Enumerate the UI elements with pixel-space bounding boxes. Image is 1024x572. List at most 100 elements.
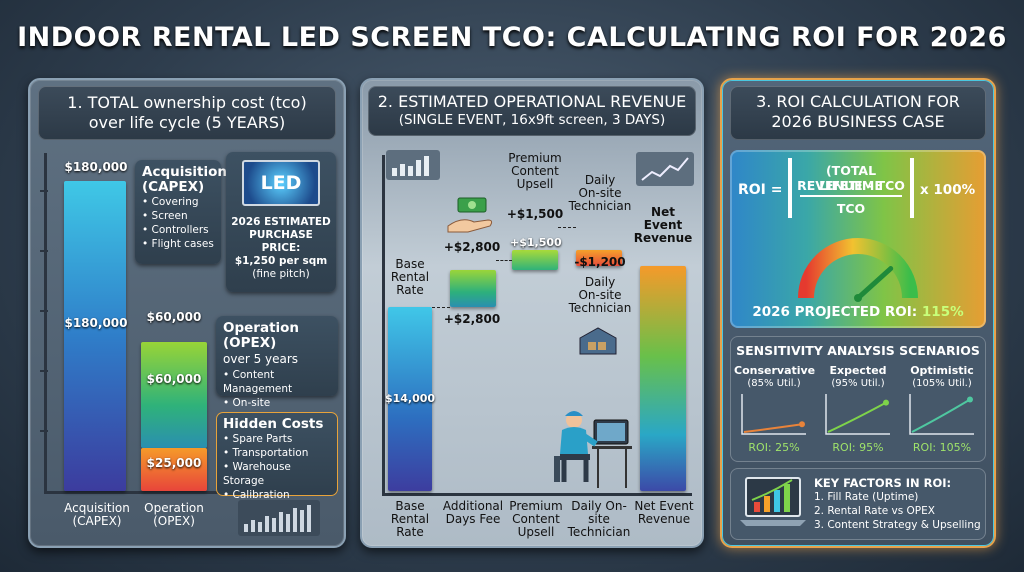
revenue-panel-header: 2. ESTIMATED OPERATIONAL REVENUE (SINGLE… <box>368 86 696 136</box>
tco-panel-header: 1. TOTAL ownership cost (tco) over life … <box>38 86 336 140</box>
scenario-name: Conservative <box>734 364 816 377</box>
tco-tick <box>40 250 48 252</box>
price-line: PURCHASE PRICE: <box>249 229 313 254</box>
hidden-item: • Warehouse Storage <box>223 461 291 487</box>
sensitivity-title: SENSITIVITY ANALYSIS SCENARIOS <box>736 343 980 358</box>
led-panel-icon: LED <box>242 160 320 206</box>
net-revenue-bar <box>640 266 686 491</box>
projected-roi-label: 2026 PROJECTED ROI: <box>752 304 918 320</box>
capex-item: • Screen <box>142 210 188 222</box>
roi-gauge <box>798 238 918 302</box>
scenario-chart-optimistic <box>909 394 974 435</box>
base-title-label: Base Rental Rate <box>390 257 430 297</box>
capex-callout-title: Acquisition (CAPEX) <box>142 164 227 195</box>
x-label-technician: Daily On-site Technician <box>567 499 631 539</box>
scenario-chart-conservative <box>741 394 806 435</box>
scenario-util: (85% Util.) <box>747 378 801 389</box>
opex-callout: Operation (OPEX) over 5 years • Content … <box>216 316 338 423</box>
price-line: (fine pitch) <box>252 268 310 280</box>
tco-tick <box>40 310 48 312</box>
price-box: LED 2026 ESTIMATED PURCHASE PRICE: $1,25… <box>226 152 336 292</box>
base-value-label: $14,000 <box>384 392 436 405</box>
scenario-roi: ROI: 95% <box>832 441 884 454</box>
formula-denominator: TCO <box>836 201 866 216</box>
capex-item: • Covering <box>142 196 199 208</box>
x-label-additional: Additional Days Fee <box>442 499 504 526</box>
x-label-net: Net Event Revenue <box>634 499 694 526</box>
additional-value-below: +$2,800 <box>443 312 501 326</box>
tco-y-axis <box>44 153 47 493</box>
opex-top-label: $60,000 <box>146 310 202 324</box>
formula-numerator-1: (TOTAL LIFETIME <box>819 163 883 193</box>
technician-bar <box>576 250 622 267</box>
scenario-roi: ROI: 105% <box>912 441 972 454</box>
hidden-bar-label: $25,000 <box>146 456 202 470</box>
key-factors-title: KEY FACTORS IN ROI: <box>814 476 952 490</box>
scenario-util: (95% Util.) <box>831 378 885 389</box>
capex-x-label: Acquisition (CAPEX) <box>64 501 130 528</box>
premium-value-inside: +$1,500 <box>510 236 562 249</box>
scenario-name: Optimistic <box>910 364 974 377</box>
additional-value-above: +$2,800 <box>443 240 501 254</box>
tco-tick <box>40 430 48 432</box>
sensitivity-card <box>730 336 986 462</box>
technician-title-label: Daily On-site Technician <box>568 173 632 213</box>
page-title: INDOOR RENTAL LED SCREEN TCO: CALCULATIN… <box>17 22 1007 53</box>
capex-item: • Flight cases <box>142 238 214 250</box>
hidden-costs-title: Hidden Costs <box>223 416 324 432</box>
tco-tick <box>40 190 48 192</box>
base-rental-bar <box>388 307 432 491</box>
key-factor-item: 1. Fill Rate (Uptime) <box>814 491 919 503</box>
connector-line <box>496 260 512 261</box>
opex-x-label: Operation (OPEX) <box>144 501 204 528</box>
price-line: $1,250 per sqm <box>234 255 328 267</box>
opex-bar-label: $60,000 <box>146 372 202 386</box>
premium-upsell-bar <box>512 250 558 271</box>
technician-title-label-2: Daily On-site Technician <box>568 275 632 315</box>
capex-bar <box>64 181 126 491</box>
x-label-premium: Premium Content Upsell <box>509 499 563 539</box>
revenue-x-axis <box>382 493 692 496</box>
revenue-y-axis <box>382 155 385 495</box>
technician-value-label: -$1,200 <box>574 255 626 269</box>
capex-callout: Acquisition (CAPEX) • Covering • Screen … <box>135 160 227 264</box>
scenario-name: Expected <box>829 364 887 377</box>
premium-value-above: +$1,500 <box>506 207 564 221</box>
tco-x-axis <box>44 491 244 494</box>
scenario-util: (105% Util.) <box>912 378 972 389</box>
capex-top-label: $180,000 <box>64 160 128 174</box>
revenue-title: 2. ESTIMATED OPERATIONAL REVENUE <box>377 92 687 111</box>
hidden-costs-bar <box>141 447 207 491</box>
laptop-chart-icon <box>740 477 806 526</box>
formula-numerator-2: REVENUE - TCO <box>797 178 905 193</box>
opex-callout-subtitle: over 5 years <box>223 352 299 366</box>
formula-multiplier: x 100% <box>920 182 976 198</box>
tco-tick <box>40 370 48 372</box>
technician-icon <box>554 411 632 488</box>
hidden-item: • Calibration <box>223 489 290 501</box>
capex-item: • Controllers <box>142 224 209 236</box>
key-factor-item: 3. Content Strategy & Upselling <box>814 519 981 531</box>
connector-line <box>432 307 450 308</box>
formula-bracket <box>788 158 914 218</box>
projected-roi: 2026 PROJECTED ROI: 115% <box>730 304 986 320</box>
warehouse-icon <box>579 327 617 355</box>
hidden-item: • Spare Parts <box>223 433 293 445</box>
capex-bar-label: $180,000 <box>64 316 128 330</box>
projected-roi-value: 115% <box>921 304 964 320</box>
scenario-roi: ROI: 25% <box>748 441 800 454</box>
cash-hand-icon <box>447 197 493 233</box>
revenue-subtitle: (SINGLE EVENT, 16x9ft screen, 3 DAYS) <box>398 112 666 128</box>
x-label-base: Base Rental Rate <box>390 499 430 539</box>
premium-title-label: Premium Content Upsell <box>508 151 562 191</box>
roi-panel-header: 3. ROI CALCULATION FOR 2026 BUSINESS CAS… <box>730 86 986 140</box>
trend-chart-icon <box>636 152 694 186</box>
hidden-costs-callout: Hidden Costs • Spare Parts • Transportat… <box>216 412 338 501</box>
formula-lhs: ROI = <box>738 182 783 198</box>
additional-days-bar <box>450 270 496 307</box>
opex-callout-title: Operation (OPEX) <box>223 320 300 351</box>
price-line: 2026 ESTIMATED <box>231 216 331 228</box>
opex-item: • Content Management <box>223 369 293 395</box>
scenario-chart-expected <box>825 394 890 435</box>
connector-line <box>558 227 576 228</box>
